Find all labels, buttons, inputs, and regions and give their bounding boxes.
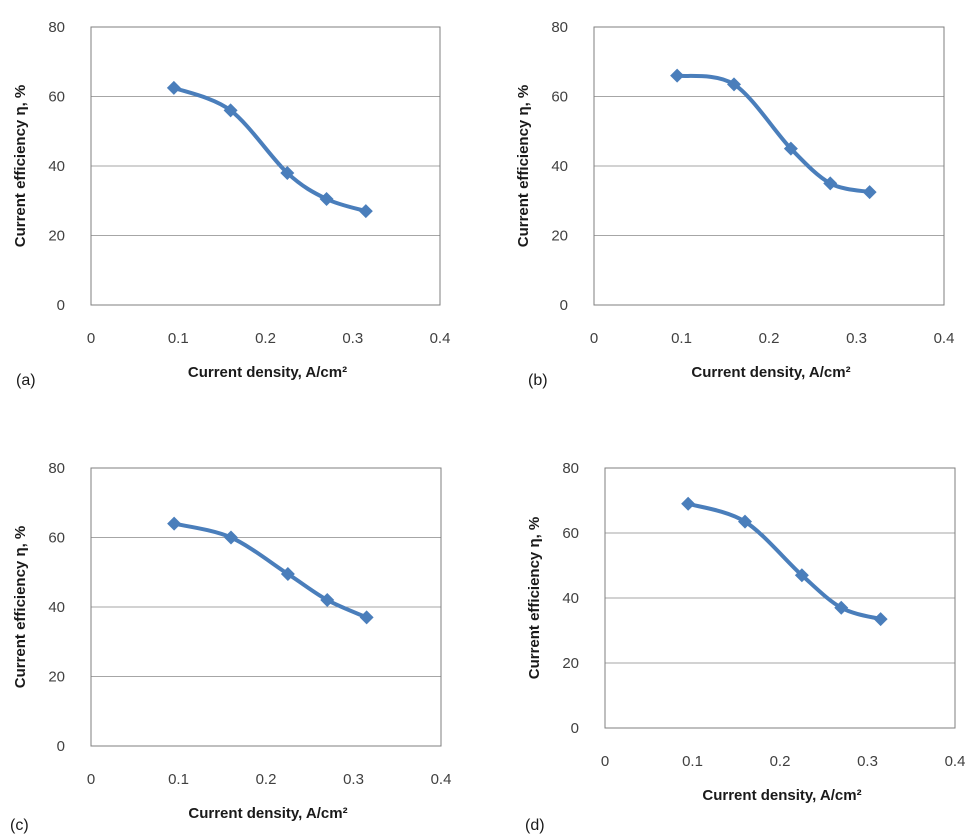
chart-panel-b: 0 20 40 60 80 0 0.1 0.2 0.3 0.4 Current efficien… (515, 19, 955, 389)
data-point-marker (358, 204, 373, 219)
y-tick-label: 40 (48, 599, 65, 616)
data-point-marker (359, 610, 374, 625)
y-tick-labels: 0 20 40 60 80 (562, 460, 579, 737)
panel-label: (b) (528, 372, 548, 389)
series-layer (167, 516, 374, 625)
y-tick-label: 40 (48, 158, 65, 175)
x-tick-label: 0.2 (255, 330, 276, 347)
data-point-marker (280, 566, 295, 581)
series-layer (681, 496, 888, 627)
y-tick-label: 60 (48, 530, 65, 547)
y-axis-label: Current efficiency η, % (515, 85, 532, 248)
x-tick-label: 0.3 (846, 330, 867, 347)
data-point-marker (681, 496, 696, 511)
series-line (171, 85, 368, 214)
x-tick-label: 0.4 (431, 771, 452, 788)
data-point-marker (738, 514, 752, 529)
x-tick-labels: 0 0.1 0.2 0.3 0.4 (87, 330, 451, 347)
y-tick-label: 0 (57, 297, 65, 314)
x-tick-label: 0.3 (342, 330, 363, 347)
data-point-marker (224, 530, 238, 545)
x-axis-label: Current density, A/cm² (188, 364, 347, 381)
y-tick-label: 80 (48, 19, 65, 36)
data-point-marker (167, 516, 182, 531)
y-axis-label: Current efficiency η, % (12, 526, 29, 689)
x-tick-label: 0 (87, 330, 95, 347)
gridlines (594, 26, 944, 236)
series-line (675, 73, 872, 195)
y-tick-labels: 0 20 40 60 80 (551, 19, 568, 314)
y-tick-label: 20 (48, 669, 65, 686)
x-tick-labels: 0 0.1 0.2 0.3 0.4 (87, 771, 452, 788)
x-tick-label: 0.4 (945, 753, 965, 770)
x-tick-label: 0.2 (770, 753, 791, 770)
data-point-marker (834, 600, 849, 615)
y-axis-label: Current efficiency η, % (526, 517, 543, 680)
chart-panel-c: 0 20 40 60 80 0 0.1 0.2 0.3 0.4 Current efficien… (10, 460, 452, 834)
data-point-marker (794, 568, 809, 583)
x-tick-label: 0.2 (256, 771, 277, 788)
chart-panel-d: 0 20 40 60 80 0 0.1 0.2 0.3 0.4 Current efficien… (525, 460, 965, 834)
y-tick-label: 0 (571, 720, 579, 737)
y-tick-label: 20 (48, 228, 65, 245)
series-layer (670, 68, 877, 200)
chart-panel-a: 0 20 40 60 80 0 0.1 0.2 0.3 0.4 Current efficien… (12, 19, 451, 389)
y-tick-label: 0 (57, 738, 65, 755)
x-axis-label: Current density, A/cm² (188, 805, 347, 822)
x-tick-label: 0.4 (430, 330, 451, 347)
gridlines (605, 467, 955, 664)
y-tick-label: 40 (551, 158, 568, 175)
data-point-marker (166, 80, 181, 95)
x-tick-label: 0.4 (934, 330, 955, 347)
x-tick-label: 0 (601, 753, 609, 770)
x-tick-label: 0.2 (759, 330, 780, 347)
series-layer (166, 80, 373, 219)
x-tick-label: 0.1 (168, 771, 189, 788)
x-tick-labels: 0 0.1 0.2 0.3 0.4 (590, 330, 955, 347)
y-tick-label: 0 (560, 297, 568, 314)
y-tick-labels: 0 20 40 60 80 (48, 460, 65, 755)
gridlines (91, 467, 441, 677)
data-point-marker (319, 192, 334, 207)
data-point-marker (223, 103, 238, 118)
plot-area-frame (604, 467, 956, 729)
series-line (686, 501, 883, 622)
plot-area-frame (593, 26, 945, 306)
x-tick-label: 0.1 (682, 753, 703, 770)
y-tick-label: 40 (562, 590, 579, 607)
y-tick-label: 60 (551, 89, 568, 106)
panel-label: (d) (525, 817, 545, 834)
data-point-marker (873, 612, 888, 627)
plot-area-frame (90, 467, 442, 747)
gridlines (91, 26, 440, 236)
y-tick-label: 80 (551, 19, 568, 36)
data-point-marker (280, 165, 295, 180)
data-point-marker (727, 77, 741, 92)
plot-area-frame (90, 26, 441, 306)
panel-label: (a) (16, 372, 36, 389)
x-tick-label: 0.1 (168, 330, 189, 347)
data-point-marker (320, 593, 335, 608)
x-tick-label: 0.3 (857, 753, 878, 770)
x-tick-label: 0.3 (343, 771, 364, 788)
x-tick-label: 0 (590, 330, 598, 347)
data-point-marker (823, 176, 838, 191)
y-axis-label: Current efficiency η, % (12, 85, 29, 248)
x-tick-labels: 0 0.1 0.2 0.3 0.4 (601, 753, 965, 770)
x-tick-label: 0.1 (671, 330, 692, 347)
x-axis-label: Current density, A/cm² (702, 787, 861, 804)
y-tick-labels: 0 20 40 60 80 (48, 19, 65, 314)
x-axis-label: Current density, A/cm² (691, 364, 850, 381)
data-point-marker (783, 141, 798, 156)
data-point-marker (862, 185, 877, 200)
y-tick-label: 20 (551, 228, 568, 245)
y-tick-label: 20 (562, 655, 579, 672)
y-tick-label: 60 (562, 525, 579, 542)
y-tick-label: 80 (48, 460, 65, 477)
y-tick-label: 60 (48, 89, 65, 106)
x-tick-label: 0 (87, 771, 95, 788)
y-tick-label: 80 (562, 460, 579, 477)
data-point-marker (670, 68, 685, 83)
panel-label: (c) (10, 817, 29, 834)
